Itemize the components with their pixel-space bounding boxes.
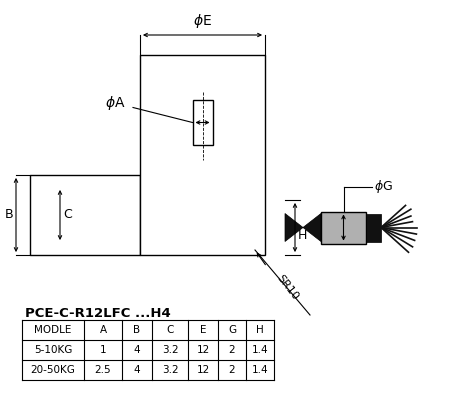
- Bar: [321, 212, 366, 243]
- Text: 4: 4: [134, 365, 140, 375]
- Text: 12: 12: [196, 345, 210, 355]
- Text: $\phi$E: $\phi$E: [193, 12, 212, 30]
- Polygon shape: [303, 214, 321, 241]
- Text: MODLE: MODLE: [34, 325, 72, 335]
- Bar: [30, 175, 140, 255]
- Text: B: B: [134, 325, 140, 335]
- Bar: [140, 55, 265, 255]
- Text: H: H: [298, 229, 307, 242]
- Text: 2: 2: [229, 365, 235, 375]
- Text: A: A: [99, 325, 107, 335]
- Text: 2: 2: [229, 345, 235, 355]
- Text: 1.4: 1.4: [252, 365, 268, 375]
- Text: SR10: SR10: [274, 273, 300, 302]
- Text: $\phi$G: $\phi$G: [374, 178, 392, 195]
- Text: 3.2: 3.2: [162, 365, 178, 375]
- Bar: [366, 214, 381, 241]
- Text: B: B: [4, 208, 13, 221]
- Text: G: G: [228, 325, 236, 335]
- Text: H: H: [256, 325, 264, 335]
- Text: $\phi$A: $\phi$A: [105, 94, 125, 112]
- Polygon shape: [285, 214, 303, 241]
- Text: C: C: [166, 325, 174, 335]
- Text: 12: 12: [196, 365, 210, 375]
- Text: E: E: [200, 325, 206, 335]
- Text: 1: 1: [100, 345, 106, 355]
- Text: 5-10KG: 5-10KG: [34, 345, 72, 355]
- Text: PCE-C-R12LFC ...H4: PCE-C-R12LFC ...H4: [25, 307, 171, 320]
- Bar: [193, 100, 212, 145]
- Text: 1.4: 1.4: [252, 345, 268, 355]
- Text: 20-50KG: 20-50KG: [31, 365, 76, 375]
- Text: 2.5: 2.5: [94, 365, 111, 375]
- Text: 3.2: 3.2: [162, 345, 178, 355]
- Text: C: C: [63, 208, 72, 221]
- Text: 4: 4: [134, 345, 140, 355]
